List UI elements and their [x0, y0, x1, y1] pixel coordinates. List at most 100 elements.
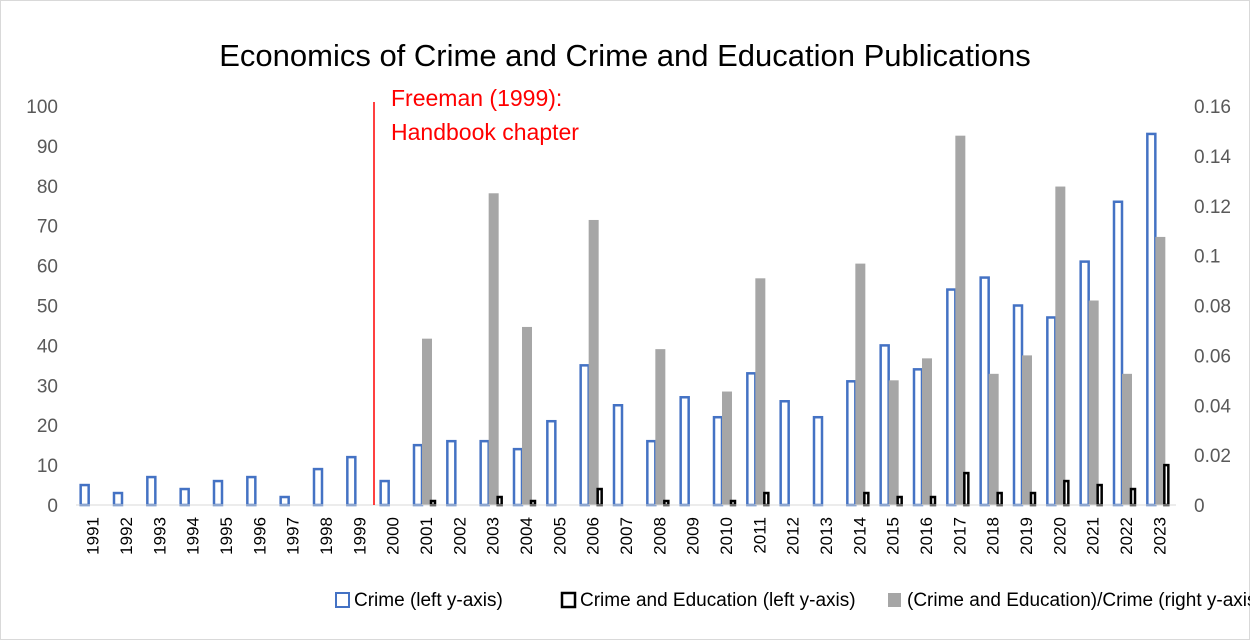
- bar-crime-2019: [1012, 304, 1024, 507]
- x-tick-label: 2008: [650, 517, 669, 555]
- bar-crime-education-2019: [1029, 491, 1037, 507]
- bar-ratio-2016: [922, 358, 932, 505]
- x-tick-label: 2006: [584, 517, 603, 555]
- bar-crime-2022: [1112, 200, 1124, 507]
- bar-crime-education-2011: [763, 491, 770, 507]
- x-tick-label: 2012: [784, 517, 803, 555]
- right-tick-label: 0.02: [1194, 446, 1231, 467]
- bar-crime-2003: [479, 439, 490, 507]
- chart-title: Economics of Crime and Crime and Educati…: [219, 38, 1031, 73]
- bar-crime-2002: [446, 439, 457, 507]
- bar-ratio-2022: [1122, 373, 1132, 505]
- bar-crime-education-2001: [429, 499, 437, 507]
- bar-crime-2013: [812, 415, 824, 507]
- x-tick-label: 2019: [1017, 517, 1036, 555]
- legend: Crime (left y-axis) Crime and Education (…: [335, 590, 1250, 611]
- annotation-text: Handbook chapter: [391, 119, 579, 145]
- annotation-layer: Freeman (1999): Handbook chapter: [373, 85, 579, 505]
- x-tick-label: 2014: [850, 517, 869, 555]
- right-tick-label: 0.16: [1194, 97, 1231, 118]
- right-tick-label: 0.12: [1194, 197, 1231, 218]
- left-tick-label: 60: [37, 257, 58, 278]
- bars-layer: [79, 132, 1170, 507]
- bar-ratio-2014: [855, 263, 866, 505]
- left-tick-label: 10: [37, 456, 58, 477]
- legend-swatch-crime-education: [560, 591, 577, 609]
- bar-crime-education-2010: [729, 499, 737, 507]
- bar-crime-2006: [579, 364, 590, 507]
- axes-layer: 0 10 20 30 40 50 60 70 80 90 100 0 0.02 0.04 0.06 0.08 0…: [26, 97, 1231, 555]
- x-tick-label: 2011: [750, 517, 769, 554]
- bar-crime-education-2006: [596, 487, 603, 507]
- bar-crime-2018: [979, 276, 990, 507]
- bar-crime-1993: [146, 475, 157, 507]
- left-tick-label: 40: [37, 336, 58, 357]
- bar-crime-2009: [679, 396, 690, 507]
- bar-ratio-2011: [755, 278, 766, 505]
- x-tick-label: 2023: [1150, 517, 1169, 555]
- x-tick-label: 2022: [1117, 517, 1136, 555]
- x-tick-label: 2010: [717, 517, 736, 555]
- x-tick-label: 2013: [817, 517, 836, 555]
- bar-crime-1999: [346, 455, 357, 507]
- bar-crime-2007: [612, 404, 624, 507]
- bar-ratio-2008: [655, 349, 666, 505]
- x-tick-label: 2017: [950, 517, 969, 555]
- x-tick-label: 1995: [217, 517, 236, 555]
- legend-label-crime: Crime (left y-axis): [354, 590, 503, 611]
- bar-crime-2010: [712, 415, 724, 507]
- bar-ratio-2023: [1155, 236, 1166, 505]
- legend-swatch-crime: [335, 592, 350, 608]
- bar-crime-2008: [646, 439, 657, 507]
- x-tick-label: 2021: [1084, 517, 1103, 555]
- x-tick-label: 1994: [184, 517, 203, 555]
- right-tick-label: 0.1: [1194, 247, 1220, 268]
- left-tick-label: 50: [37, 297, 58, 318]
- bar-crime-1994: [179, 487, 190, 507]
- bar-crime-education-2016: [929, 495, 937, 507]
- bar-crime-2000: [379, 479, 390, 507]
- bar-crime-education-2004: [529, 499, 537, 507]
- bar-crime-2005: [546, 419, 557, 507]
- bar-crime-2020: [1046, 316, 1057, 507]
- bar-crime-1992: [112, 491, 124, 507]
- x-tick-label: 1993: [150, 517, 169, 555]
- bar-crime-1996: [246, 475, 257, 507]
- bar-crime-2016: [912, 368, 924, 507]
- left-tick-label: 30: [37, 376, 58, 397]
- left-tick-label: 20: [37, 416, 58, 437]
- x-tick-label: 1996: [250, 517, 269, 555]
- bar-ratio-2010: [722, 391, 732, 505]
- bar-crime-2021: [1079, 260, 1090, 507]
- left-tick-label: 90: [37, 137, 58, 158]
- right-tick-label: 0.06: [1194, 346, 1231, 367]
- left-tick-label: 100: [26, 97, 58, 118]
- x-tick-label: 1991: [84, 517, 103, 555]
- x-tick-label: 2016: [917, 517, 936, 555]
- bar-crime-1991: [79, 483, 90, 507]
- bar-ratio-2004: [522, 326, 532, 505]
- bar-crime-education-2015: [896, 495, 903, 507]
- legend-label-ratio: (Crime and Education)/Crime (right y-axi…: [907, 590, 1250, 611]
- x-tick-label: 2003: [484, 517, 503, 555]
- bar-crime-2015: [879, 344, 890, 507]
- x-tick-label: 1992: [117, 517, 136, 555]
- x-tick-label: 1999: [350, 517, 369, 555]
- x-tick-label: 2002: [450, 517, 469, 555]
- bar-crime-education-2022: [1129, 487, 1137, 507]
- bar-ratio-2018: [988, 373, 999, 505]
- bar-crime-2011: [746, 372, 757, 507]
- left-tick-label: 0: [47, 496, 58, 517]
- bar-ratio-2021: [1088, 300, 1099, 505]
- bar-crime-1997: [279, 495, 290, 507]
- bar-crime-2004: [512, 447, 524, 507]
- bar-ratio-2015: [888, 380, 899, 505]
- x-tick-label: 2020: [1050, 517, 1069, 555]
- bar-crime-2001: [412, 443, 424, 507]
- bar-crime-education-2017: [963, 471, 970, 507]
- x-tick-label: 2001: [417, 517, 436, 555]
- bar-ratio-2006: [588, 219, 599, 506]
- right-tick-label: 0: [1194, 496, 1205, 517]
- x-tick-label: 2009: [684, 517, 703, 555]
